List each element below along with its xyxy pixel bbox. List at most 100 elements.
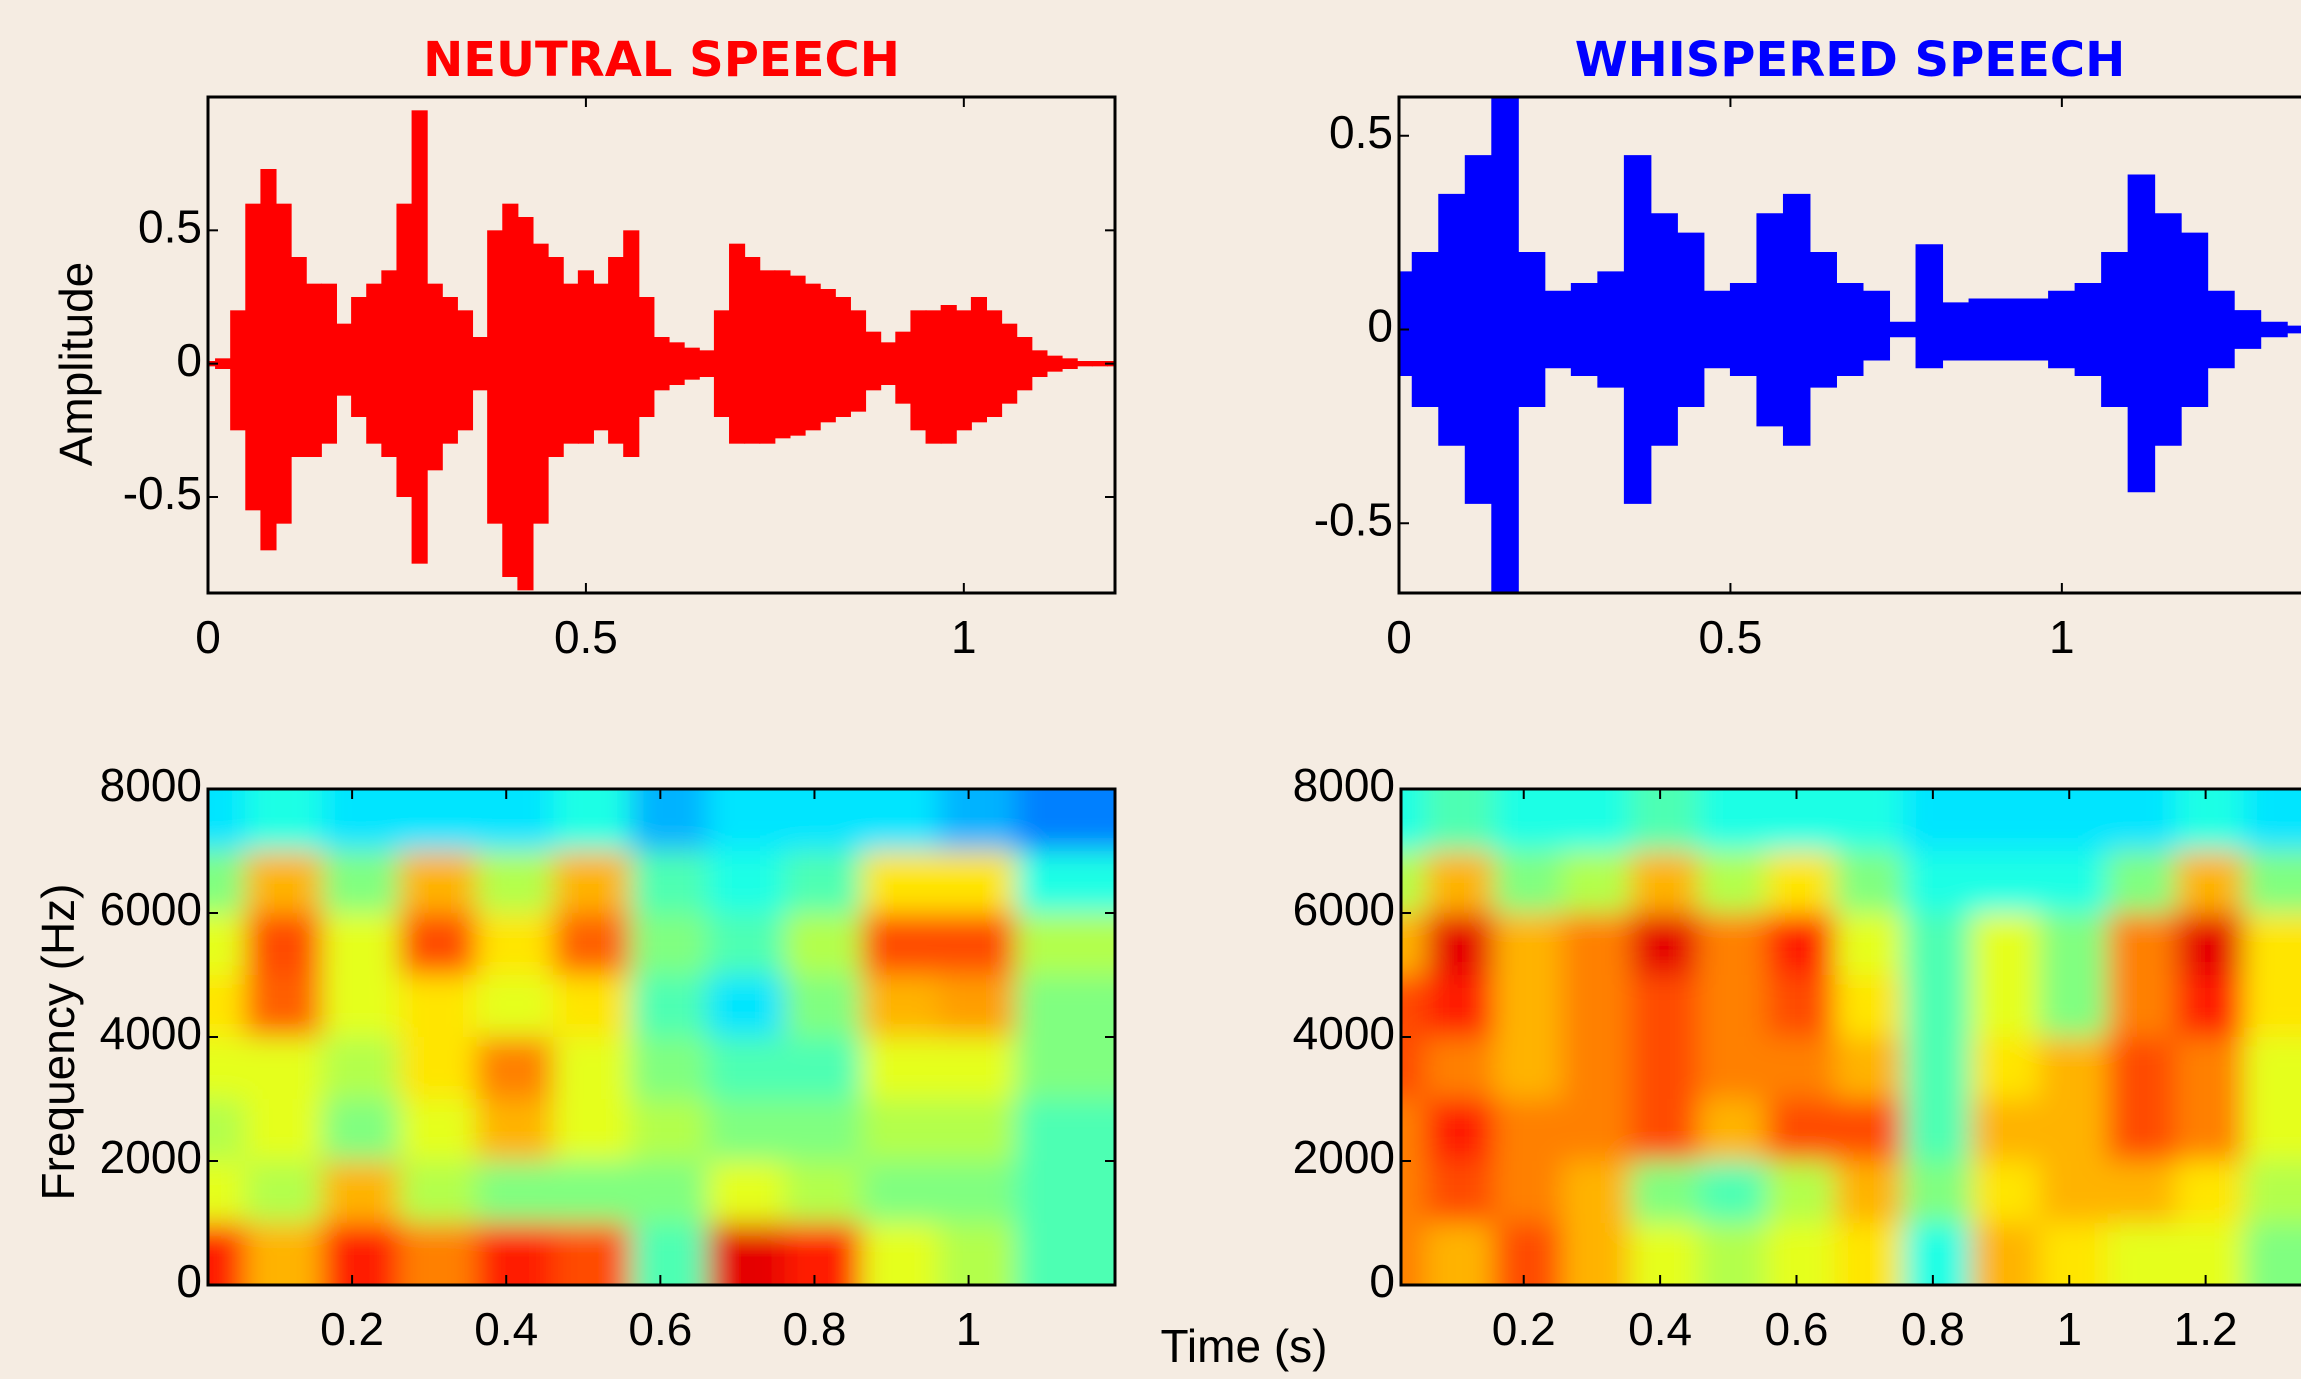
waveform-bar xyxy=(850,310,866,411)
waveform-bar xyxy=(1062,358,1078,369)
waveform-bar xyxy=(669,342,685,385)
waveform-bar xyxy=(427,284,443,471)
waveform-bar xyxy=(2048,291,2076,369)
waveform-bar xyxy=(835,297,851,417)
waveform-bar xyxy=(336,324,352,396)
y-tick-label: 2000 xyxy=(100,1131,202,1183)
waveform-bar xyxy=(1703,291,1731,369)
waveform-bar xyxy=(684,348,700,380)
waveform-bar xyxy=(1518,252,1546,407)
waveform-bar xyxy=(517,217,533,590)
waveform-bar xyxy=(608,257,624,444)
waveform-bar xyxy=(926,310,942,443)
waveform-bar xyxy=(805,284,821,431)
waveform-bar xyxy=(245,204,261,511)
chart-title: WHISPERED SPEECH xyxy=(1575,32,2126,88)
waveform-bar xyxy=(502,204,518,577)
waveform-bar xyxy=(729,244,745,444)
waveform-bar xyxy=(638,297,654,417)
waveform-bar xyxy=(1016,337,1032,390)
waveform-bar xyxy=(396,204,412,497)
waveform-bar xyxy=(2154,213,2182,446)
waveform-bar xyxy=(653,337,669,390)
plot-area xyxy=(168,749,1153,1325)
waveform-bar xyxy=(774,270,790,438)
x-tick-label: 1.2 xyxy=(2174,1303,2238,1355)
waveform-bar xyxy=(1942,302,1970,360)
y-tick-label: 4000 xyxy=(1293,1007,1395,1059)
x-tick-label: 0 xyxy=(195,611,221,663)
waveform-bar xyxy=(820,289,836,422)
waveform-bar xyxy=(2022,299,2050,361)
y-tick-label: -0.5 xyxy=(123,467,202,519)
waveform-bar xyxy=(789,276,805,436)
waveform-bar xyxy=(442,297,458,444)
waveform-bar xyxy=(260,169,276,550)
x-axis-label: Time (s) xyxy=(1161,1320,1328,1372)
x-tick-label: 1 xyxy=(956,1303,982,1355)
waveform-bar xyxy=(1916,244,1944,368)
waveform-bar xyxy=(1969,299,1997,361)
x-tick-label: 0.5 xyxy=(554,611,618,663)
waveform-bar xyxy=(487,230,503,523)
waveform-bar xyxy=(714,310,730,417)
waveform-bar xyxy=(351,297,367,417)
waveform-bar xyxy=(578,270,594,443)
waveform-bar xyxy=(457,310,473,430)
spectrogram-cell xyxy=(2244,1161,2301,1223)
waveform-bar xyxy=(321,284,337,444)
y-tick-label: 0 xyxy=(1367,300,1393,352)
waveform-bar xyxy=(744,257,760,444)
waveform-bar xyxy=(1465,155,1493,504)
y-tick-label: 0.5 xyxy=(1329,106,1393,158)
spectrogram xyxy=(168,749,1153,1325)
waveform-bar xyxy=(759,270,775,443)
waveform-bar xyxy=(1730,283,1758,376)
waveform-bar xyxy=(2101,252,2129,407)
y-tick-label: 8000 xyxy=(100,759,202,811)
waveform-bar xyxy=(910,310,926,430)
waveform-bar xyxy=(412,110,428,563)
x-tick-label: 0.8 xyxy=(782,1303,846,1355)
waveform-bar xyxy=(2128,175,2156,493)
y-tick-label: 6000 xyxy=(1293,883,1395,935)
waveform-bar xyxy=(306,284,322,457)
spectrogram-cell xyxy=(2244,1099,2301,1161)
figure: 00.51-0.500.5NEUTRAL SPEECHAmplitude00.5… xyxy=(0,0,2301,1379)
waveform-bar xyxy=(563,284,579,444)
y-tick-label: 0 xyxy=(1369,1255,1395,1307)
waveform-bar xyxy=(1077,361,1093,366)
x-tick-label: 1 xyxy=(951,611,977,663)
waveform-bar xyxy=(1001,324,1017,404)
waveform-bar xyxy=(533,244,549,524)
spectrogram xyxy=(1357,749,2301,1325)
waveform-bar xyxy=(366,284,382,444)
waveform-bar xyxy=(2234,310,2262,349)
waveform-bar xyxy=(1995,299,2023,361)
y-tick-label: 4000 xyxy=(100,1007,202,1059)
waveform-bar xyxy=(1624,155,1652,504)
waveform-bar xyxy=(1571,283,1599,376)
waveform-bar xyxy=(880,342,896,385)
x-tick-label: 0.6 xyxy=(628,1303,692,1355)
waveform-bar xyxy=(1438,194,1466,446)
waveform-bar xyxy=(276,204,292,524)
spectrogram-cell xyxy=(2244,851,2301,913)
waveform-bar xyxy=(699,350,715,377)
spectrogram-cell xyxy=(2244,1037,2301,1099)
waveform-bar xyxy=(1031,350,1047,377)
spectrogram-cell xyxy=(2244,975,2301,1037)
y-axis-label: Frequency (Hz) xyxy=(32,884,84,1201)
x-tick-label: 0.8 xyxy=(1901,1303,1965,1355)
waveform-bar xyxy=(2260,322,2288,338)
waveform-bar xyxy=(941,305,957,444)
waveform-bar xyxy=(971,297,987,422)
waveform-bar xyxy=(1836,283,1864,376)
waveform-bar xyxy=(1783,194,1811,446)
waveform-bar xyxy=(381,270,397,457)
y-tick-label: 0.5 xyxy=(138,200,202,252)
y-tick-label: 2000 xyxy=(1293,1131,1395,1183)
y-tick-label: 6000 xyxy=(100,883,202,935)
waveform-bar xyxy=(2181,233,2209,407)
x-tick-label: 0.4 xyxy=(474,1303,538,1355)
